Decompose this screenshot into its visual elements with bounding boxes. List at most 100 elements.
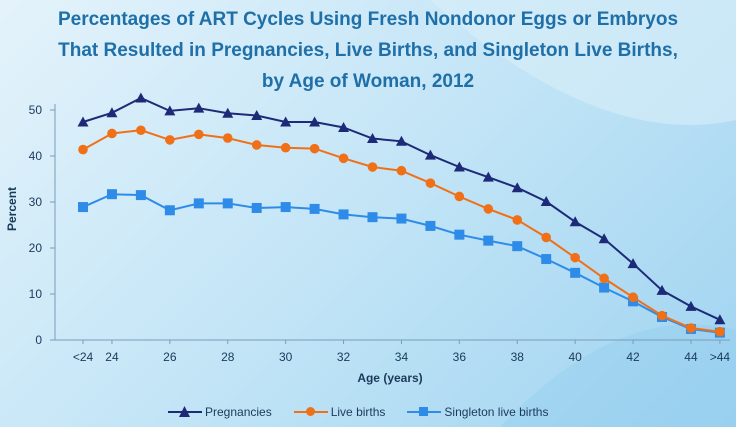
x-tick-label: 30 — [279, 350, 293, 364]
legend-label-pregnancies: Pregnancies — [205, 405, 272, 419]
legend-label-live-births: Live births — [330, 405, 386, 419]
data-point-live-births — [628, 292, 638, 303]
x-tick-label: 42 — [626, 350, 640, 364]
y-tick-label: 0 — [35, 333, 42, 347]
y-tick-label: 10 — [29, 287, 43, 301]
data-point-live-births — [715, 326, 725, 337]
data-point-singleton-live-births — [512, 241, 523, 252]
legend-item-singleton-live-births: Singleton live births — [407, 405, 548, 419]
data-point-pregnancies — [482, 171, 494, 182]
legend-label-singleton-live-births: Singleton live births — [444, 405, 549, 419]
legend: Pregnancies Live births Singleton live b… — [168, 402, 570, 422]
data-point-singleton-live-births — [541, 254, 552, 265]
data-point-live-births — [107, 128, 117, 139]
data-point-pregnancies — [309, 116, 321, 127]
data-point-live-births — [78, 144, 88, 155]
legend-key-triangle-icon — [168, 405, 202, 419]
data-point-pregnancies — [222, 107, 234, 118]
title-line-1: Percentages of ART Cycles Using Fresh No… — [57, 9, 679, 30]
data-point-live-births — [570, 252, 580, 263]
data-point-singleton-live-births — [164, 205, 175, 216]
legend-key-circle-icon — [293, 405, 328, 419]
data-point-live-births — [512, 215, 523, 225]
data-point-live-births — [309, 143, 320, 154]
data-point-live-births — [454, 191, 465, 202]
data-point-live-births — [222, 133, 233, 143]
x-tick-label: 34 — [395, 350, 409, 364]
legend-item-pregnancies: Pregnancies — [168, 405, 272, 419]
data-point-pregnancies — [627, 258, 639, 269]
series-line-live-births — [82, 129, 721, 333]
data-point-live-births — [483, 204, 494, 214]
data-point-pregnancies — [569, 216, 581, 227]
data-point-singleton-live-births — [367, 212, 378, 223]
data-point-live-births — [657, 310, 667, 321]
chart-title: Percentages of ART Cycles Using Fresh No… — [0, 4, 736, 97]
data-point-singleton-live-births — [396, 213, 407, 224]
data-point-live-births — [165, 135, 175, 145]
x-axis-label: Age (years) — [357, 371, 423, 385]
data-point-live-births — [396, 165, 407, 176]
x-tick-label: 38 — [511, 350, 525, 364]
data-point-pregnancies — [106, 107, 118, 118]
data-point-live-births — [425, 178, 436, 188]
data-point-singleton-live-births — [570, 267, 581, 278]
data-point-singleton-live-births — [106, 189, 117, 200]
data-point-pregnancies — [656, 284, 668, 295]
data-point-singleton-live-births — [280, 202, 291, 213]
data-point-pregnancies — [280, 116, 292, 127]
data-point-singleton-live-births — [309, 203, 320, 214]
data-point-live-births — [251, 140, 262, 150]
title-line-2: That Resulted in Pregnancies, Live Birth… — [58, 40, 678, 61]
y-tick-label: 40 — [29, 149, 43, 163]
data-point-pregnancies — [338, 121, 350, 132]
legend-item-live-births: Live births — [293, 405, 386, 419]
title-line-3: by Age of Woman, 2012 — [261, 71, 475, 92]
data-point-pregnancies — [511, 182, 523, 193]
data-point-pregnancies — [685, 300, 697, 311]
data-point-pregnancies — [395, 135, 407, 146]
x-tick-label: 36 — [453, 350, 467, 364]
data-point-singleton-live-births — [78, 202, 88, 213]
data-point-live-births — [338, 153, 349, 164]
data-point-pregnancies — [193, 102, 205, 113]
y-tick-label: 30 — [29, 195, 43, 209]
x-tick-label: <24 — [73, 350, 94, 364]
x-tick-label: 32 — [337, 350, 351, 364]
data-point-live-births — [599, 273, 609, 284]
data-point-singleton-live-births — [599, 282, 610, 293]
data-point-singleton-live-births — [222, 198, 233, 209]
y-tick-label: 50 — [29, 103, 43, 117]
x-tick-label: >44 — [710, 350, 731, 364]
data-point-pregnancies — [453, 161, 465, 172]
data-point-live-births — [280, 142, 291, 153]
data-point-singleton-live-births — [338, 209, 349, 220]
x-tick-label: 44 — [684, 350, 698, 364]
data-point-singleton-live-births — [251, 202, 262, 213]
data-point-pregnancies — [714, 314, 726, 325]
data-point-singleton-live-births — [454, 229, 465, 240]
x-tick-label: 24 — [105, 350, 119, 364]
data-point-pregnancies — [540, 196, 552, 207]
legend-key-square-icon — [407, 405, 442, 419]
data-point-singleton-live-births — [135, 190, 146, 201]
data-point-live-births — [194, 129, 204, 140]
data-point-singleton-live-births — [425, 220, 436, 231]
data-point-live-births — [686, 323, 696, 333]
data-point-singleton-live-births — [193, 198, 204, 209]
x-tick-label: 26 — [163, 350, 177, 364]
data-point-pregnancies — [135, 92, 147, 103]
data-point-pregnancies — [251, 110, 263, 121]
data-point-pregnancies — [598, 233, 610, 244]
data-point-pregnancies — [367, 133, 378, 144]
data-point-live-births — [541, 232, 551, 243]
data-point-live-births — [367, 162, 378, 172]
data-point-singleton-live-births — [483, 235, 494, 246]
x-tick-label: 40 — [568, 350, 582, 364]
y-axis-label: Percent — [5, 186, 19, 231]
data-point-pregnancies — [424, 149, 436, 160]
data-point-live-births — [136, 125, 146, 136]
y-tick-label: 20 — [29, 241, 43, 255]
x-tick-label: 28 — [221, 350, 235, 364]
